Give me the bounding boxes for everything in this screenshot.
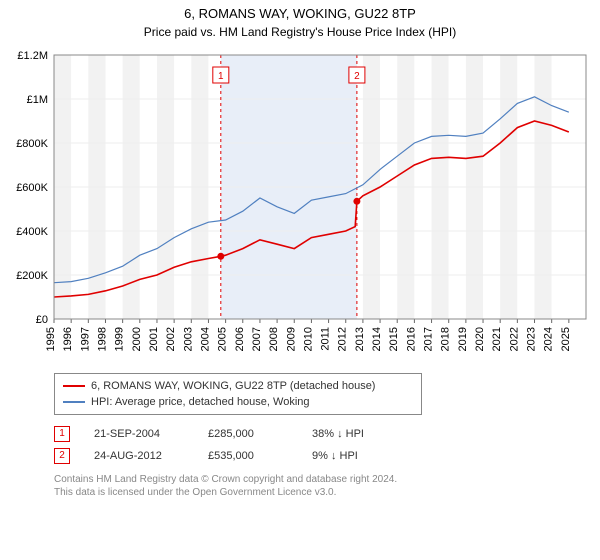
svg-text:£1.2M: £1.2M bbox=[17, 50, 48, 62]
svg-text:2006: 2006 bbox=[234, 327, 246, 351]
svg-text:2024: 2024 bbox=[543, 327, 555, 351]
svg-text:£200K: £200K bbox=[16, 270, 48, 282]
sale-hpi-1: 38% ↓ HPI bbox=[312, 423, 402, 445]
sale-row-2: 2 24-AUG-2012 £535,000 9% ↓ HPI bbox=[54, 445, 592, 467]
svg-text:2017: 2017 bbox=[423, 327, 435, 351]
sale-row-1: 1 21-SEP-2004 £285,000 38% ↓ HPI bbox=[54, 423, 592, 445]
svg-text:2011: 2011 bbox=[320, 327, 332, 351]
svg-text:£0: £0 bbox=[36, 314, 48, 326]
chart-plot-area: £0 £200K £400K £600K £800K £1M £1.2M 1995 1996 19… bbox=[8, 47, 592, 367]
legend-item-price-paid: 6, ROMANS WAY, WOKING, GU22 8TP (detache… bbox=[63, 378, 413, 394]
svg-text:2015: 2015 bbox=[388, 327, 400, 351]
svg-text:1997: 1997 bbox=[79, 327, 91, 351]
sale-date-1: 21-SEP-2004 bbox=[94, 423, 184, 445]
svg-text:2021: 2021 bbox=[491, 327, 503, 351]
svg-text:1998: 1998 bbox=[96, 327, 108, 351]
sale-hpi-2: 9% ↓ HPI bbox=[312, 445, 402, 467]
legend-label-hpi: HPI: Average price, detached house, Woki… bbox=[91, 394, 310, 410]
sale-marker-2: 2 bbox=[54, 448, 70, 464]
svg-text:2018: 2018 bbox=[440, 327, 452, 351]
legend-box: 6, ROMANS WAY, WOKING, GU22 8TP (detache… bbox=[54, 373, 422, 415]
legend-label-price-paid: 6, ROMANS WAY, WOKING, GU22 8TP (detache… bbox=[91, 378, 375, 394]
svg-text:£600K: £600K bbox=[16, 182, 48, 194]
line-chart-svg: £0 £200K £400K £600K £800K £1M £1.2M 1995 1996 19… bbox=[8, 47, 592, 367]
sale-price-2: £535,000 bbox=[208, 445, 288, 467]
svg-text:2004: 2004 bbox=[199, 327, 211, 351]
sale-price-1: £285,000 bbox=[208, 423, 288, 445]
svg-text:2001: 2001 bbox=[148, 327, 160, 351]
svg-text:2014: 2014 bbox=[371, 327, 383, 351]
svg-text:2025: 2025 bbox=[560, 327, 572, 351]
footer-line-2: This data is licensed under the Open Gov… bbox=[54, 486, 592, 499]
footer-attribution: Contains HM Land Registry data © Crown c… bbox=[54, 473, 592, 499]
sale-date-2: 24-AUG-2012 bbox=[94, 445, 184, 467]
svg-text:2012: 2012 bbox=[337, 327, 349, 351]
svg-text:1995: 1995 bbox=[45, 327, 57, 351]
sales-table: 1 21-SEP-2004 £285,000 38% ↓ HPI 2 24-AU… bbox=[54, 423, 592, 467]
legend-item-hpi: HPI: Average price, detached house, Woki… bbox=[63, 394, 413, 410]
svg-text:2019: 2019 bbox=[457, 327, 469, 351]
svg-text:£1M: £1M bbox=[27, 94, 48, 106]
chart-title: 6, ROMANS WAY, WOKING, GU22 8TP bbox=[8, 6, 592, 21]
sale-marker-1: 1 bbox=[54, 426, 70, 442]
svg-text:2005: 2005 bbox=[217, 327, 229, 351]
svg-text:1996: 1996 bbox=[62, 327, 74, 351]
legend-swatch-price-paid bbox=[63, 385, 85, 387]
legend-swatch-hpi bbox=[63, 401, 85, 403]
svg-text:2000: 2000 bbox=[131, 327, 143, 351]
svg-text:1999: 1999 bbox=[114, 327, 126, 351]
svg-text:2016: 2016 bbox=[405, 327, 417, 351]
svg-text:2007: 2007 bbox=[251, 327, 263, 351]
svg-text:£800K: £800K bbox=[16, 138, 48, 150]
svg-text:2013: 2013 bbox=[354, 327, 366, 351]
svg-text:2010: 2010 bbox=[302, 327, 314, 351]
chart-container: 6, ROMANS WAY, WOKING, GU22 8TP Price pa… bbox=[0, 0, 600, 560]
svg-text:2020: 2020 bbox=[474, 327, 486, 351]
svg-text:£400K: £400K bbox=[16, 226, 48, 238]
svg-text:1: 1 bbox=[218, 71, 224, 82]
svg-text:2: 2 bbox=[354, 71, 360, 82]
svg-text:2003: 2003 bbox=[182, 327, 194, 351]
svg-text:2009: 2009 bbox=[285, 327, 297, 351]
svg-text:2022: 2022 bbox=[508, 327, 520, 351]
chart-subtitle: Price paid vs. HM Land Registry's House … bbox=[8, 25, 592, 39]
svg-text:2002: 2002 bbox=[165, 327, 177, 351]
svg-text:2023: 2023 bbox=[526, 327, 538, 351]
footer-line-1: Contains HM Land Registry data © Crown c… bbox=[54, 473, 592, 486]
svg-text:2008: 2008 bbox=[268, 327, 280, 351]
